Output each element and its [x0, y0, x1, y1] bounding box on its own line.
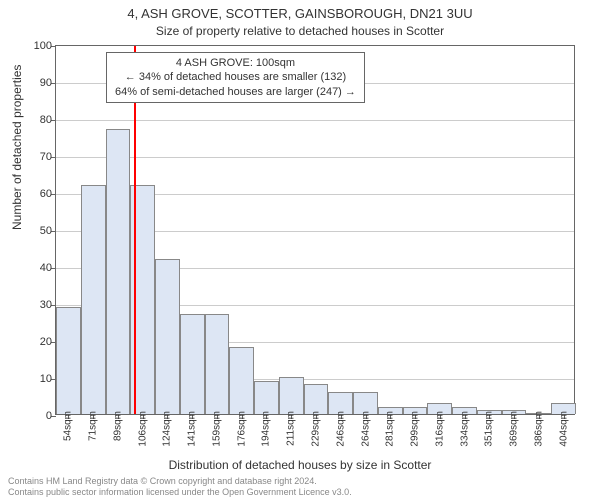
x-tick-label: 89sqm [112, 411, 123, 441]
x-tick-label: 369sqm [509, 411, 520, 447]
histogram-bar [254, 381, 279, 414]
histogram-bar [81, 185, 106, 414]
y-tick-label: 40 [26, 262, 52, 274]
y-tick-label: 50 [26, 225, 52, 237]
x-tick-label: 334sqm [459, 411, 470, 447]
histogram-bar [229, 347, 254, 414]
x-axis-label: Distribution of detached houses by size … [0, 458, 600, 472]
x-tick-label: 71sqm [88, 411, 99, 441]
histogram-bar [155, 259, 180, 414]
x-tick-label: 211sqm [286, 411, 297, 446]
histogram-bar [304, 384, 329, 414]
y-tick-label: 60 [26, 188, 52, 200]
y-tick-label: 70 [26, 151, 52, 163]
x-tick-label: 106sqm [137, 411, 148, 447]
annotation-line-2: ← 34% of detached houses are smaller (13… [115, 70, 356, 84]
x-tick-label: 194sqm [261, 411, 272, 447]
x-tick-label: 229sqm [311, 411, 322, 447]
x-tick-label: 299sqm [410, 411, 421, 447]
y-tick-label: 100 [26, 40, 52, 52]
histogram-bar [205, 314, 230, 414]
annotation-box: 4 ASH GROVE: 100sqm ← 34% of detached ho… [106, 52, 365, 103]
footer-line-1: Contains HM Land Registry data © Crown c… [8, 476, 352, 487]
footer-attribution: Contains HM Land Registry data © Crown c… [8, 476, 352, 498]
x-tick-label: 386sqm [533, 411, 544, 447]
y-tick-label: 10 [26, 373, 52, 385]
x-tick-label: 264sqm [360, 411, 371, 447]
chart-title-line1: 4, ASH GROVE, SCOTTER, GAINSBOROUGH, DN2… [0, 6, 600, 21]
plot-area: 010203040506070809010054sqm71sqm89sqm106… [55, 45, 575, 415]
y-tick-label: 90 [26, 77, 52, 89]
y-tick-label: 30 [26, 299, 52, 311]
x-tick-label: 281sqm [385, 411, 396, 447]
x-tick-label: 351sqm [484, 411, 495, 447]
footer-line-2: Contains public sector information licen… [8, 487, 352, 498]
chart-container: 4, ASH GROVE, SCOTTER, GAINSBOROUGH, DN2… [0, 0, 600, 500]
x-tick-label: 316sqm [434, 411, 445, 447]
chart-title-line2: Size of property relative to detached ho… [0, 24, 600, 38]
y-tick-label: 0 [26, 410, 52, 422]
histogram-bar [180, 314, 205, 414]
x-tick-label: 176sqm [236, 411, 247, 447]
annotation-line-3: 64% of semi-detached houses are larger (… [115, 85, 356, 99]
x-tick-label: 404sqm [558, 411, 569, 447]
histogram-bar [279, 377, 304, 414]
y-axis-label: Number of detached properties [10, 65, 24, 230]
y-tick-label: 20 [26, 336, 52, 348]
x-tick-label: 246sqm [335, 411, 346, 447]
y-tick-label: 80 [26, 114, 52, 126]
x-tick-label: 124sqm [162, 411, 173, 447]
annotation-line-1: 4 ASH GROVE: 100sqm [115, 56, 356, 70]
x-tick-label: 159sqm [211, 411, 222, 447]
x-tick-label: 141sqm [187, 411, 198, 447]
histogram-bar [56, 307, 81, 414]
histogram-bar [106, 129, 131, 414]
x-tick-label: 54sqm [63, 411, 74, 441]
